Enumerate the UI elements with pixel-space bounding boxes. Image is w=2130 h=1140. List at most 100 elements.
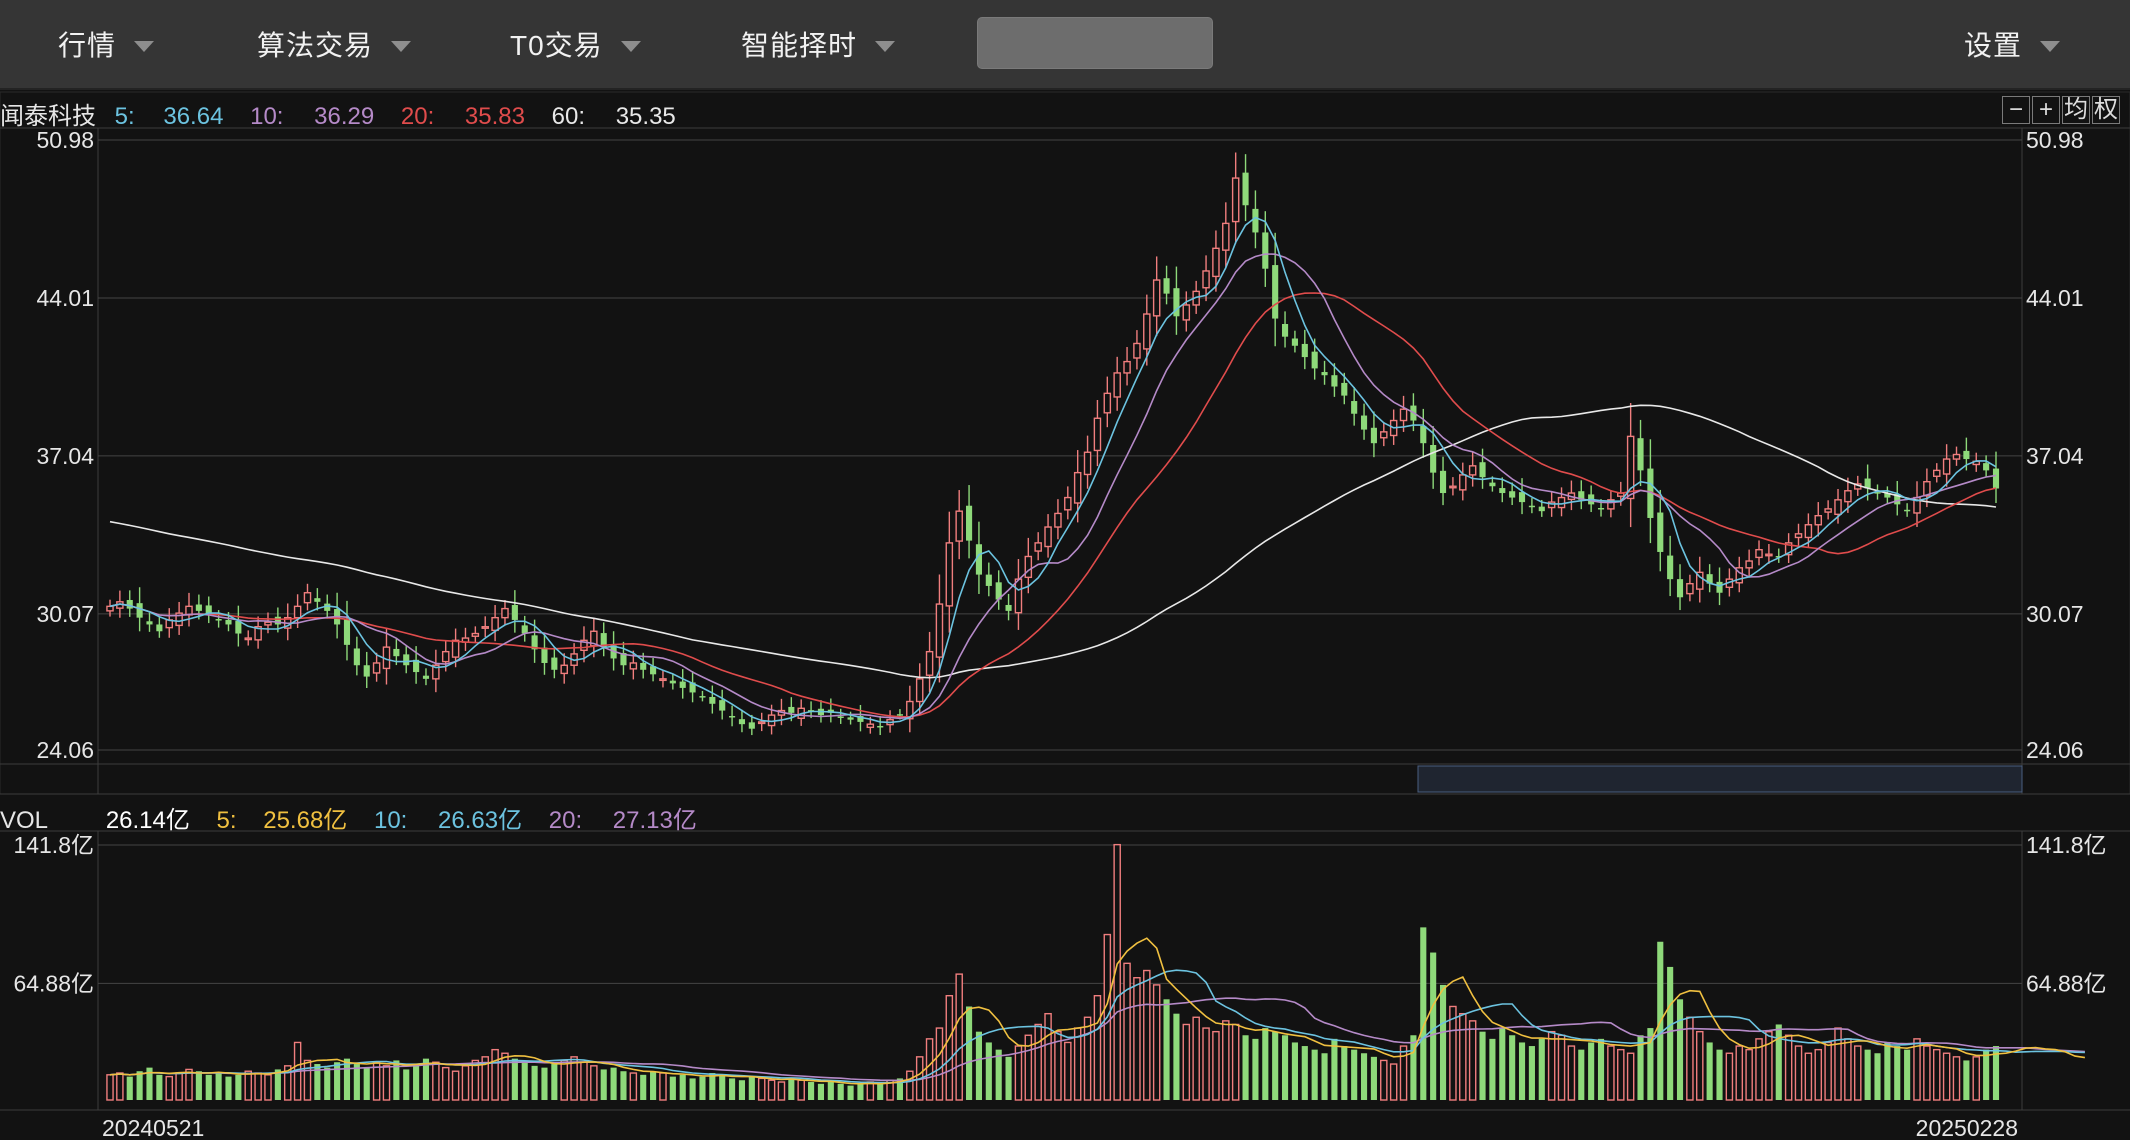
volume-tick-left: 141.8亿 (13, 832, 94, 858)
candle-body (1657, 512, 1664, 552)
candle-body (620, 653, 627, 666)
volume-bar (1123, 962, 1131, 1101)
candle-body (1014, 578, 1023, 614)
menu-market[interactable]: 行情 (58, 0, 155, 88)
menu-t0-trading[interactable]: T0交易 (510, 0, 641, 88)
menu-smart-timing-label: 智能择时 (741, 30, 858, 61)
zoom-in-button[interactable]: + (2032, 96, 2060, 124)
candle-body (1884, 493, 1891, 498)
volume-bars (106, 843, 2000, 1101)
candle-body (560, 664, 568, 675)
candle-body (393, 648, 400, 657)
ma60-value: 35.35 (615, 103, 676, 130)
candle-body (1380, 431, 1388, 439)
volume-bar (1321, 1053, 1328, 1100)
candle-body (1272, 265, 1279, 319)
volume-bar (1113, 843, 1121, 1101)
candle-body (1152, 279, 1161, 317)
adjust-rights-button[interactable]: 权 (2092, 96, 2120, 124)
candle-body (156, 624, 163, 632)
candle-body (629, 662, 638, 670)
candle-body (1824, 508, 1832, 513)
vol-ma20-value: 27.13亿 (612, 807, 697, 834)
candle-body (1034, 542, 1042, 552)
volume-bar (1518, 1042, 1526, 1100)
candle-body (1360, 415, 1368, 430)
candle-body (1341, 382, 1348, 396)
volume-bar (1547, 1030, 1556, 1101)
candle-body (955, 510, 963, 542)
candle-body (985, 574, 992, 586)
candle-body (1528, 505, 1535, 508)
volume-bar (126, 1076, 133, 1100)
chevron-down-icon (620, 40, 641, 52)
volume-bar (501, 1052, 509, 1101)
search-input[interactable] (977, 17, 1213, 69)
volume-bar (314, 1064, 321, 1100)
menu-smart-timing[interactable]: 智能择时 (741, 0, 896, 88)
volume-bar (1676, 999, 1684, 1100)
volume-bar (679, 1074, 686, 1100)
candle-body (225, 619, 232, 625)
volume-bar (175, 1072, 183, 1101)
volume-bar (966, 1006, 973, 1100)
volume-bar (1844, 1038, 1852, 1101)
candle-body (748, 722, 755, 729)
volume-bar (531, 1065, 538, 1100)
volume-bar (156, 1074, 163, 1100)
volume-bar (244, 1070, 253, 1101)
volume-bar (1252, 1038, 1259, 1100)
candle-body (254, 626, 262, 641)
volume-bar (334, 1062, 341, 1100)
candle-body (1775, 556, 1782, 558)
candle-body (1597, 507, 1605, 510)
candle-body (1399, 408, 1408, 422)
volume-bar (1884, 1042, 1891, 1100)
volume-bar (1351, 1049, 1358, 1100)
candle-body (915, 678, 924, 703)
volume-bar (1874, 1053, 1881, 1100)
candle-body (837, 716, 844, 718)
volume-bar (797, 1079, 805, 1101)
candle-body (363, 665, 370, 677)
volume-bar (165, 1075, 174, 1101)
candle-body (531, 635, 538, 650)
candle-body (1963, 450, 1970, 460)
candle-body (1024, 555, 1033, 579)
volume-bar (1617, 1048, 1625, 1101)
volume-bar (1341, 1046, 1348, 1100)
candle-body (719, 700, 726, 711)
candle-body (757, 721, 766, 725)
volume-bar (195, 1071, 202, 1100)
volume-bar (1696, 1030, 1704, 1101)
volume-bar (343, 1058, 351, 1100)
zoom-out-button[interactable]: − (2002, 96, 2030, 124)
volume-bar (461, 1065, 470, 1101)
menu-settings[interactable]: 设置 (1964, 0, 2061, 88)
range-scrollbar[interactable] (1417, 765, 2023, 793)
volume-bar (303, 1059, 312, 1101)
candle-body (1716, 581, 1723, 593)
volume-bar (1459, 1012, 1467, 1101)
volume-bar (896, 1078, 904, 1100)
ma20-label: 20: (400, 103, 435, 130)
chevron-down-icon (2040, 40, 2061, 52)
volume-bar (1143, 969, 1151, 1101)
volume-bar (1005, 1056, 1012, 1100)
volume-bar (1034, 1023, 1042, 1101)
volume-bar (1755, 1038, 1763, 1101)
volume-bar (1202, 1027, 1210, 1101)
ma60-label: 60: (551, 103, 586, 130)
volume-bar (1904, 1049, 1911, 1100)
volume-bar (551, 1064, 558, 1100)
volume-bar (1647, 1028, 1654, 1100)
menu-algo-trading[interactable]: 算法交易 (257, 0, 412, 88)
volume-bar (985, 1042, 992, 1100)
ma10-value: 36.29 (314, 103, 375, 130)
candle-body (1706, 574, 1713, 584)
candle-body (1499, 488, 1506, 494)
candle-body (1044, 526, 1052, 548)
average-toggle-button[interactable]: 均 (2062, 96, 2090, 124)
candle-body (650, 666, 657, 675)
